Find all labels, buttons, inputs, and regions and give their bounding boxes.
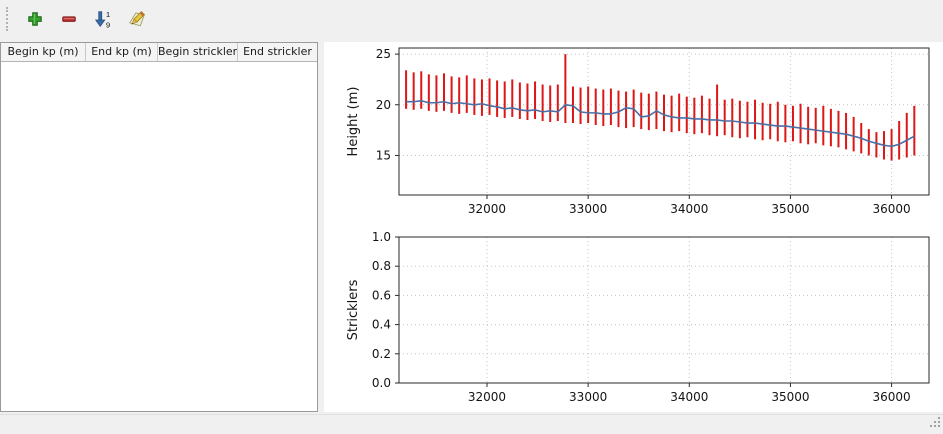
remove-row-button[interactable] (54, 4, 84, 34)
svg-text:Stricklers: Stricklers (346, 279, 361, 340)
toolbar: 1 9 (0, 0, 943, 38)
height-chart: 32000 33000 34000 35000 36000 15 20 25 Height (m… (324, 42, 942, 227)
svg-text:Height (m): Height (m) (346, 87, 361, 157)
pencil-icon (127, 9, 147, 29)
svg-text:36000: 36000 (872, 390, 910, 404)
sort-rows-button[interactable]: 1 9 (88, 4, 118, 34)
column-header-begin-strickler[interactable]: Begin strickler (158, 43, 238, 61)
svg-text:32000: 32000 (468, 390, 506, 404)
resize-grip-icon[interactable] (928, 413, 941, 432)
table-header: Begin kp (m) End kp (m) Begin strickler … (1, 43, 317, 62)
svg-text:35000: 35000 (771, 202, 809, 216)
plus-icon (26, 10, 44, 28)
toolbar-grip[interactable] (6, 7, 12, 31)
height-chart-figure: 32000 33000 34000 35000 36000 15 20 25 Height (m… (324, 42, 942, 227)
svg-text:36000: 36000 (872, 202, 910, 216)
svg-text:33000: 33000 (569, 202, 607, 216)
svg-text:34000: 34000 (670, 202, 708, 216)
svg-text:0.2: 0.2 (372, 347, 391, 361)
minus-icon (60, 10, 78, 28)
svg-text:9: 9 (106, 20, 110, 29)
column-header-end-strickler[interactable]: End strickler (243, 45, 312, 58)
status-bar (0, 414, 943, 434)
sort-numeric-down-icon: 1 9 (93, 9, 113, 29)
add-row-button[interactable] (20, 4, 50, 34)
column-header-begin-kp[interactable]: Begin kp (m) (1, 43, 86, 61)
svg-text:32000: 32000 (468, 202, 506, 216)
charts-panel: 32000 33000 34000 35000 36000 15 20 25 Height (m… (324, 42, 943, 412)
svg-text:0.8: 0.8 (372, 259, 391, 273)
svg-text:33000: 33000 (569, 390, 607, 404)
strickler-table: Begin kp (m) End kp (m) Begin strickler … (0, 42, 318, 412)
svg-text:0.6: 0.6 (372, 288, 391, 302)
svg-text:25: 25 (376, 47, 391, 61)
svg-text:34000: 34000 (670, 390, 708, 404)
svg-text:35000: 35000 (771, 390, 809, 404)
svg-text:0.0: 0.0 (372, 376, 391, 390)
svg-text:0.4: 0.4 (372, 318, 391, 332)
edit-values-button[interactable] (122, 4, 152, 34)
svg-text:1: 1 (106, 10, 110, 19)
svg-text:1.0: 1.0 (372, 230, 391, 244)
table-body[interactable] (1, 62, 317, 411)
stricklers-chart: 32000 33000 34000 35000 36000 0.0 0.2 0.4 0.6 0.8… (324, 227, 942, 412)
svg-text:20: 20 (376, 98, 391, 112)
column-header-end-kp[interactable]: End kp (m) (86, 43, 158, 61)
stricklers-chart-figure: 32000 33000 34000 35000 36000 0.0 0.2 0.4 0.6 0.8… (324, 227, 942, 412)
svg-text:15: 15 (376, 148, 391, 162)
